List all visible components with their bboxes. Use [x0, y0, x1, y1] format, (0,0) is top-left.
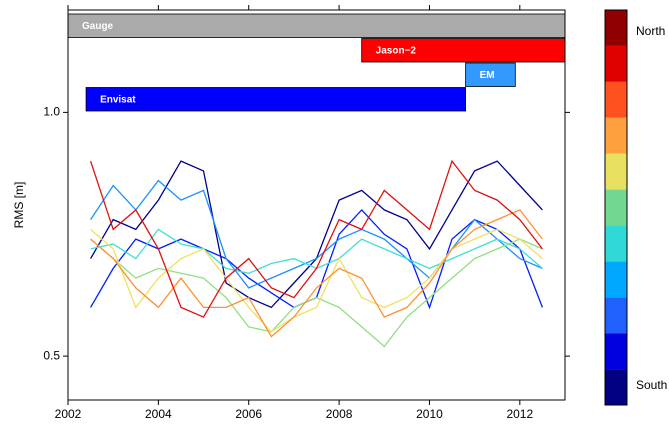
series-line [90, 160, 543, 309]
series-line [90, 179, 543, 289]
x-tick-label: 2002 [55, 407, 82, 421]
series-line [89, 159, 543, 318]
colorbar-segment [605, 153, 627, 190]
series-line [90, 228, 543, 274]
x-tick-label: 2010 [416, 407, 443, 421]
colorbar-segment [605, 333, 627, 370]
colorbar-segment [605, 10, 627, 46]
y-tick-label: 0.5 [43, 348, 60, 362]
x-tick-label: 2004 [145, 407, 172, 421]
colorbar-segment [605, 81, 627, 118]
colorbar-segment [605, 369, 627, 405]
mission-bar [85, 87, 467, 112]
x-tick-label: 2008 [326, 407, 353, 421]
colorbar-bottom-label: South [636, 378, 667, 392]
mission-label: Gauge [82, 21, 114, 32]
colorbar-segment [605, 117, 627, 154]
mission-label: Envisat [100, 94, 136, 105]
colorbar-frame [604, 9, 628, 406]
colorbar-segment [605, 189, 627, 226]
colorbar-segment [605, 297, 627, 334]
mission-bar [465, 62, 516, 87]
mission-bar [67, 13, 566, 38]
colorbar-top-label: North [636, 24, 665, 38]
y-tick-label: 1.0 [43, 105, 60, 119]
colorbar-segment [605, 225, 627, 262]
series-line [90, 228, 543, 333]
colorbar-segment [605, 261, 627, 298]
mission-label: EM [480, 70, 495, 81]
x-tick-label: 2006 [235, 407, 262, 421]
plot-frame [67, 9, 566, 401]
colorbar-segment [605, 45, 627, 82]
y-axis-label: RMS [m] [12, 182, 26, 229]
series-line [90, 238, 543, 348]
series-line [90, 209, 543, 338]
mission-label: Jason−2 [376, 45, 417, 56]
x-tick-label: 2012 [506, 407, 533, 421]
